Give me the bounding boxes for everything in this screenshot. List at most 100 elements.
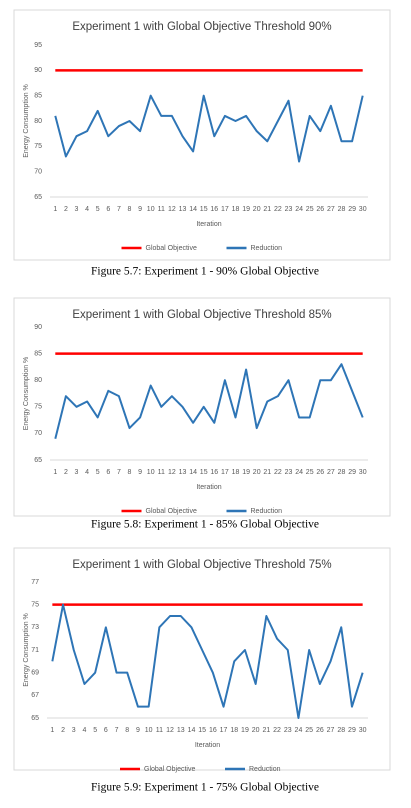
x-tick-label: 6 [104, 727, 108, 734]
x-tick-label: 7 [115, 727, 119, 734]
x-tick-label: 8 [128, 206, 132, 213]
y-tick-label: 90 [34, 67, 42, 74]
legend-label: Reduction [249, 766, 281, 773]
x-tick-label: 12 [166, 727, 174, 734]
x-tick-label: 5 [96, 206, 100, 213]
x-tick-label: 9 [138, 206, 142, 213]
x-tick-label: 9 [136, 727, 140, 734]
x-tick-label: 22 [273, 727, 281, 734]
series-line [54, 94, 364, 163]
y-tick-label: 75 [34, 143, 42, 150]
legend-label: Global Objective [146, 508, 197, 515]
x-tick-label: 13 [179, 469, 187, 476]
y-tick-label: 67 [31, 692, 39, 699]
x-tick-label: 20 [253, 469, 261, 476]
x-tick-label: 29 [348, 469, 356, 476]
series-line [51, 603, 364, 719]
x-tick-label: 11 [158, 206, 165, 213]
x-tick-label: 30 [359, 206, 367, 213]
legend-label: Global Objective [146, 245, 197, 252]
x-tick-label: 24 [295, 727, 303, 734]
x-tick-label: 27 [327, 469, 335, 476]
x-tick-label: 21 [262, 727, 270, 734]
y-axis-title: Energy Consumption % [23, 357, 30, 431]
x-tick-label: 29 [348, 206, 356, 213]
x-tick-label: 21 [263, 206, 271, 213]
x-tick-label: 3 [75, 469, 79, 476]
x-tick-label: 1 [53, 206, 57, 213]
x-axis-title: Iteration [196, 221, 221, 228]
x-tick-label: 15 [200, 469, 208, 476]
x-tick-label: 11 [158, 469, 165, 476]
x-tick-label: 22 [274, 469, 282, 476]
x-tick-label: 13 [177, 727, 185, 734]
y-tick-label: 69 [31, 670, 39, 677]
x-tick-label: 2 [64, 469, 68, 476]
x-tick-label: 2 [61, 727, 65, 734]
x-tick-label: 18 [232, 469, 240, 476]
chart-title: Experiment 1 with Global Objective Thres… [72, 309, 331, 321]
y-tick-label: 71 [31, 647, 39, 654]
x-tick-label: 11 [156, 727, 163, 734]
y-tick-label: 80 [34, 118, 42, 125]
x-tick-label: 6 [106, 206, 110, 213]
series-line [54, 363, 364, 439]
x-tick-label: 8 [128, 469, 132, 476]
x-tick-label: 16 [210, 206, 218, 213]
y-tick-label: 90 [34, 324, 42, 331]
y-tick-label: 65 [31, 715, 39, 722]
y-tick-label: 77 [31, 579, 39, 586]
y-tick-label: 65 [34, 457, 42, 464]
x-tick-label: 14 [188, 727, 196, 734]
x-tick-label: 27 [327, 727, 335, 734]
y-axis-title: Energy Consumption % [23, 84, 30, 158]
x-tick-label: 8 [125, 727, 129, 734]
y-tick-label: 65 [34, 194, 42, 201]
legend-label: Reduction [251, 508, 283, 515]
chart-title: Experiment 1 with Global Objective Thres… [72, 21, 331, 33]
x-tick-label: 30 [359, 469, 367, 476]
x-tick-label: 23 [285, 206, 293, 213]
x-tick-label: 4 [85, 469, 89, 476]
x-tick-label: 4 [82, 727, 86, 734]
x-tick-label: 15 [200, 206, 208, 213]
x-tick-label: 14 [189, 469, 197, 476]
x-tick-label: 19 [241, 727, 249, 734]
chart-frame [13, 547, 391, 771]
x-tick-label: 24 [295, 469, 303, 476]
figure-caption: Figure 5.8: Experiment 1 - 85% Global Ob… [91, 519, 319, 531]
x-tick-label: 18 [232, 206, 240, 213]
y-tick-label: 85 [34, 93, 42, 100]
x-tick-label: 24 [295, 206, 303, 213]
legend-label: Global Objective [144, 766, 195, 773]
x-axis-title: Iteration [195, 742, 220, 749]
y-tick-label: 75 [31, 602, 39, 609]
x-tick-label: 26 [316, 469, 324, 476]
x-tick-label: 27 [327, 206, 335, 213]
x-tick-label: 20 [253, 206, 261, 213]
x-tick-label: 9 [138, 469, 142, 476]
x-tick-label: 16 [210, 469, 218, 476]
x-tick-label: 4 [85, 206, 89, 213]
x-tick-label: 23 [284, 727, 292, 734]
y-tick-label: 75 [34, 404, 42, 411]
x-tick-label: 18 [230, 727, 238, 734]
x-axis-title: Iteration [196, 484, 221, 491]
x-tick-label: 30 [359, 727, 367, 734]
x-tick-label: 21 [263, 469, 271, 476]
x-tick-label: 5 [93, 727, 97, 734]
x-tick-label: 12 [168, 469, 176, 476]
x-tick-label: 26 [316, 206, 324, 213]
figure-caption: Figure 5.9: Experiment 1 - 75% Global Ob… [91, 782, 319, 794]
x-tick-label: 29 [348, 727, 356, 734]
y-tick-label: 73 [31, 624, 39, 631]
x-tick-label: 10 [147, 206, 155, 213]
y-tick-label: 70 [34, 169, 42, 176]
x-tick-label: 23 [285, 469, 293, 476]
x-tick-label: 14 [189, 206, 197, 213]
x-tick-label: 20 [252, 727, 260, 734]
y-tick-label: 70 [34, 430, 42, 437]
x-tick-label: 10 [145, 727, 153, 734]
x-tick-label: 1 [50, 727, 54, 734]
